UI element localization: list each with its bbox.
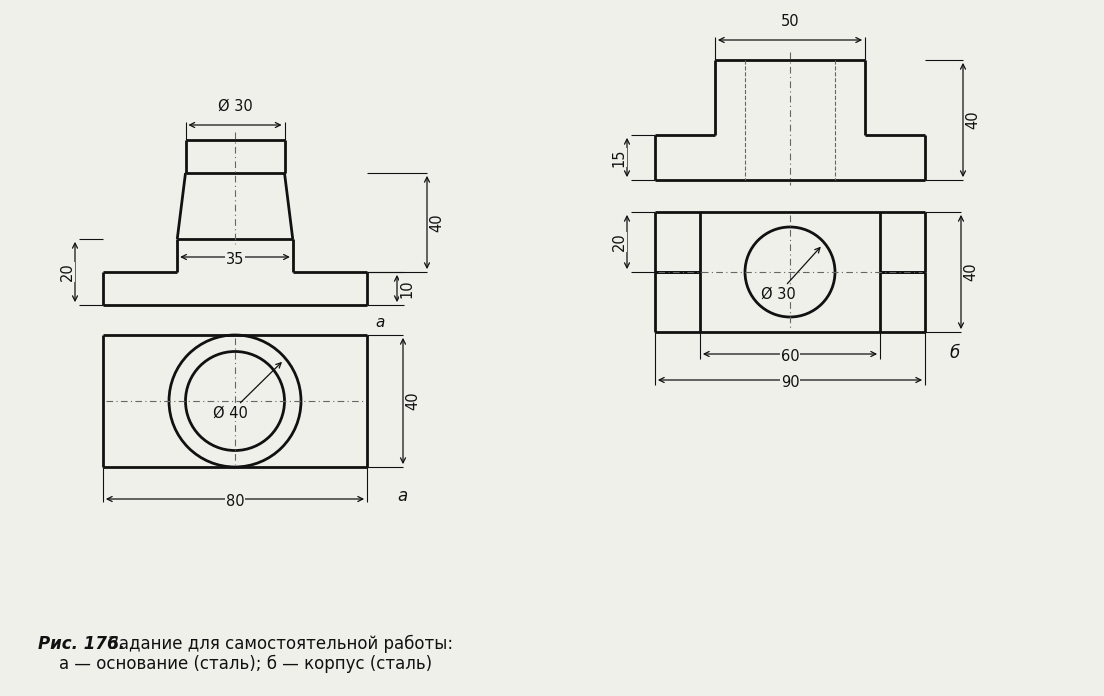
Text: 90: 90 xyxy=(781,375,799,390)
Text: 80: 80 xyxy=(225,494,244,509)
Text: Рис. 176.: Рис. 176. xyxy=(38,635,125,653)
Text: а — основание (сталь); б — корпус (сталь): а — основание (сталь); б — корпус (сталь… xyxy=(38,655,432,673)
Text: 40: 40 xyxy=(966,111,980,129)
Text: 20: 20 xyxy=(60,262,74,281)
Text: Задание для самостоятельной работы:: Задание для самостоятельной работы: xyxy=(103,635,453,654)
Text: 40: 40 xyxy=(964,262,978,281)
Text: Ø 30: Ø 30 xyxy=(217,99,253,114)
Text: 50: 50 xyxy=(781,14,799,29)
Text: 15: 15 xyxy=(612,148,626,167)
Text: Ø 30: Ø 30 xyxy=(761,248,820,301)
Text: 20: 20 xyxy=(612,232,626,251)
Text: a: a xyxy=(375,315,384,330)
Text: Ø 40: Ø 40 xyxy=(213,363,282,420)
Text: 40: 40 xyxy=(405,392,421,411)
Text: 10: 10 xyxy=(400,279,414,298)
Text: a: a xyxy=(396,487,407,505)
Text: 40: 40 xyxy=(429,213,445,232)
Text: 60: 60 xyxy=(781,349,799,364)
Text: 35: 35 xyxy=(226,252,244,267)
Text: б: б xyxy=(949,344,960,362)
